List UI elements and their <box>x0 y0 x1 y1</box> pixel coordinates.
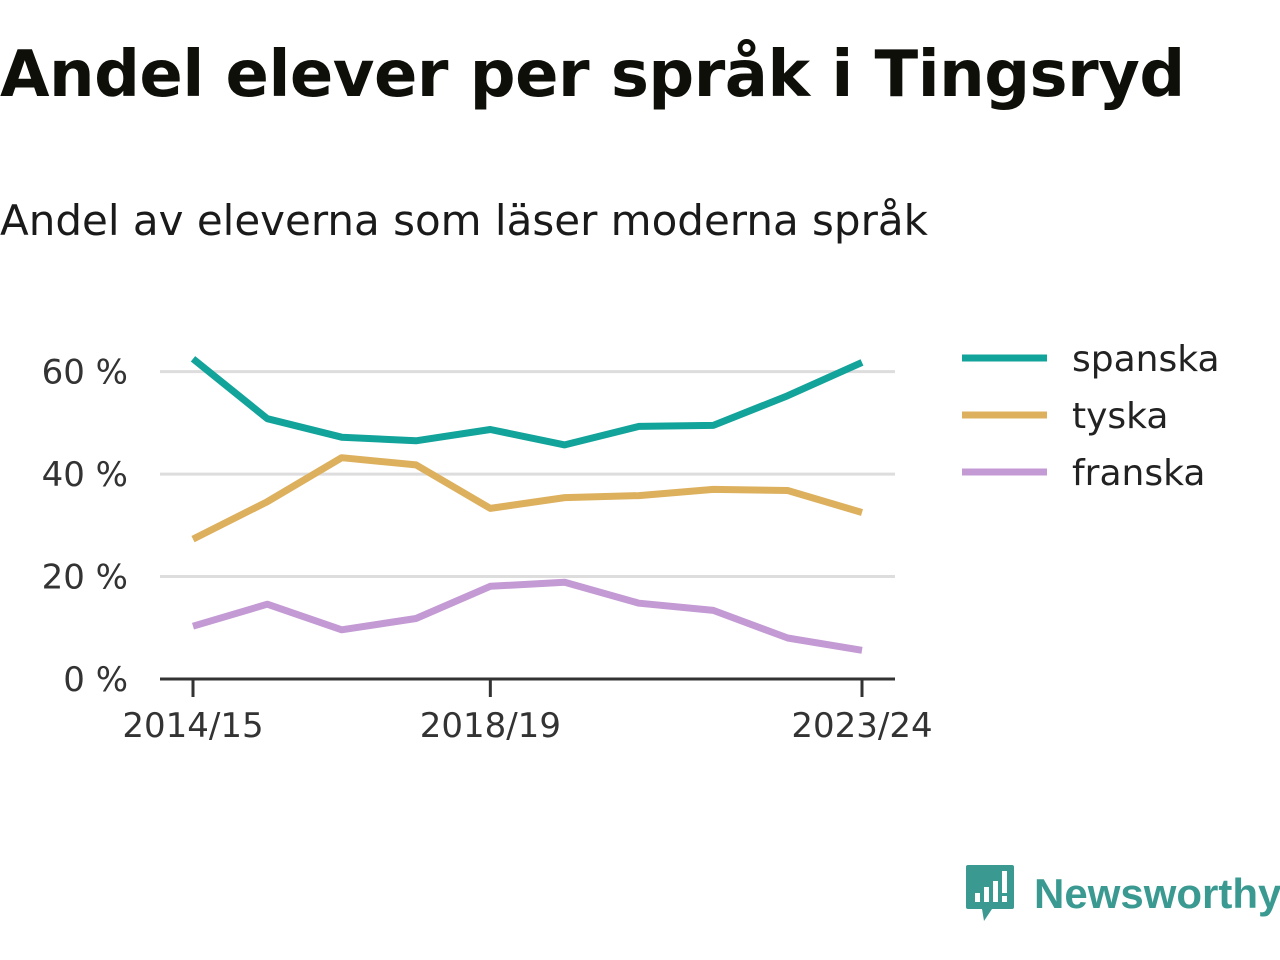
y-tick-label: 40 % <box>42 455 128 495</box>
series-line-spanska <box>190 356 864 449</box>
y-tick-label: 60 % <box>42 353 128 393</box>
legend-label-franska: franska <box>1072 453 1205 494</box>
chart-subtitle: Andel av eleverna som läser moderna språ… <box>0 196 928 245</box>
x-tick-label: 2018/19 <box>420 706 561 746</box>
x-tick-label: 2023/24 <box>791 706 932 746</box>
brand-name: Newsworthy <box>1034 870 1280 917</box>
y-tick-label: 20 % <box>42 558 128 598</box>
x-axis: 2014/15 2018/19 2023/24 <box>122 677 933 746</box>
legend-label-spanska: spanska <box>1072 339 1220 380</box>
legend-label-tyska: tyska <box>1072 396 1168 437</box>
x-tick-label: 2014/15 <box>122 706 263 746</box>
chart-title: Andel elever per språk i Tingsryd <box>0 38 1185 112</box>
y-tick-label: 0 % <box>63 660 128 700</box>
newsworthy-logo-icon <box>966 865 1014 921</box>
legend: spanska tyska franska <box>962 339 1220 494</box>
newsworthy-logo: Newsworthy <box>964 862 1280 926</box>
gridlines <box>160 370 895 579</box>
series-line-franska <box>192 578 863 654</box>
series-lines <box>190 356 864 654</box>
y-axis-ticks: 0 % 20 % 40 % 60 % <box>42 353 128 700</box>
series-line-tyska <box>191 454 863 543</box>
